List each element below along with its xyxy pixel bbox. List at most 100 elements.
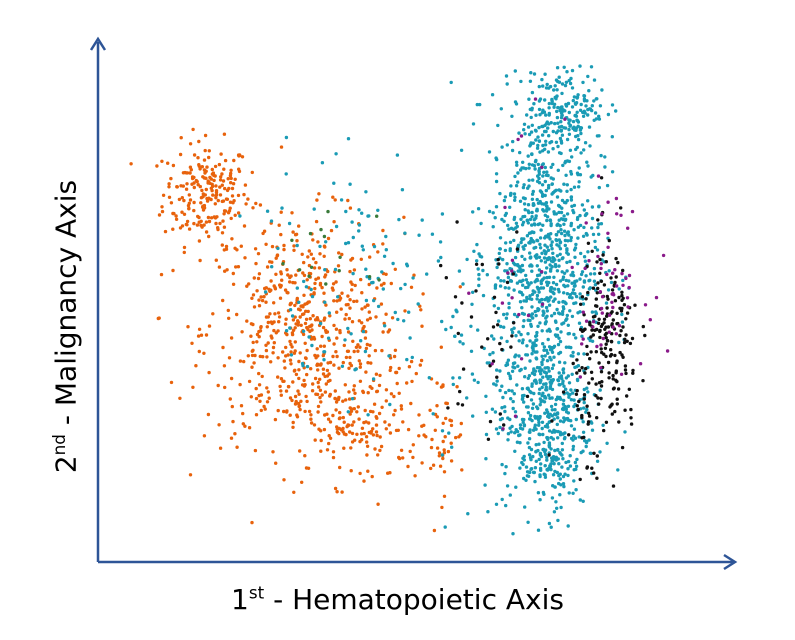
- data-point-teal: [511, 139, 515, 144]
- data-point-orange: [363, 336, 368, 340]
- data-point-teal: [365, 275, 369, 279]
- data-point-orange: [411, 443, 415, 447]
- data-point-black: [502, 423, 506, 427]
- data-point-teal: [495, 265, 499, 270]
- data-point-teal: [529, 281, 533, 285]
- data-point-teal: [562, 484, 566, 489]
- data-point-teal: [528, 251, 532, 255]
- data-point-teal: [545, 435, 549, 440]
- data-point-teal: [536, 308, 540, 313]
- data-point-teal: [405, 262, 409, 266]
- data-point-teal: [617, 287, 621, 291]
- data-point-teal: [504, 74, 509, 78]
- data-point-teal: [559, 228, 563, 232]
- data-point-teal: [597, 117, 602, 121]
- data-point-teal: [520, 254, 524, 259]
- data-point-magenta: [533, 97, 538, 101]
- data-point-orange: [246, 197, 250, 201]
- data-point-orange: [222, 212, 226, 216]
- data-point-teal: [538, 321, 542, 325]
- data-point-orange: [407, 365, 412, 369]
- data-point-teal: [550, 182, 554, 186]
- data-point-magenta: [607, 330, 611, 334]
- data-point-teal: [527, 374, 532, 378]
- data-point-teal: [547, 369, 551, 373]
- data-point-teal: [548, 219, 553, 223]
- data-point-teal: [503, 213, 507, 218]
- data-point-orange: [340, 490, 344, 494]
- data-point-teal: [534, 357, 539, 361]
- data-point-orange: [358, 362, 363, 366]
- data-point-orange: [230, 186, 235, 191]
- data-point-magenta: [625, 296, 630, 300]
- data-point-orange: [312, 423, 317, 427]
- data-point-teal: [496, 123, 500, 128]
- data-point-teal: [583, 141, 588, 145]
- data-point-teal: [512, 288, 516, 292]
- data-point-orange: [279, 210, 283, 214]
- data-point-teal: [471, 414, 475, 418]
- data-point-teal: [537, 391, 541, 396]
- data-point-teal: [557, 300, 561, 304]
- data-point-teal: [472, 249, 476, 253]
- data-point-black: [602, 428, 606, 433]
- data-point-black: [495, 375, 499, 379]
- data-point-teal: [536, 201, 541, 205]
- data-point-teal: [581, 234, 586, 238]
- data-point-teal: [561, 432, 565, 436]
- data-point-black: [597, 317, 601, 321]
- data-point-orange: [331, 354, 335, 359]
- data-point-teal: [512, 238, 516, 243]
- data-point-orange: [375, 433, 379, 438]
- data-point-orange: [188, 171, 192, 175]
- data-point-orange: [371, 410, 375, 414]
- data-point-teal: [571, 350, 575, 355]
- data-point-orange: [316, 240, 320, 244]
- data-point-teal: [556, 129, 560, 133]
- data-point-teal: [556, 436, 560, 440]
- data-point-teal: [513, 262, 517, 266]
- data-point-black: [595, 454, 599, 458]
- data-point-black: [439, 263, 443, 268]
- data-point-teal: [376, 208, 380, 212]
- data-point-teal: [521, 215, 525, 219]
- data-point-teal: [526, 376, 530, 380]
- data-point-teal: [610, 170, 615, 174]
- data-point-black: [615, 379, 619, 384]
- data-point-orange: [358, 379, 363, 383]
- data-point-orange: [317, 192, 321, 196]
- data-point-teal: [554, 140, 559, 144]
- data-point-orange: [441, 439, 445, 444]
- data-point-magenta: [517, 312, 521, 317]
- data-point-orange: [441, 421, 445, 425]
- data-point-teal: [498, 284, 503, 288]
- data-point-orange: [332, 363, 336, 367]
- data-point-orange: [207, 155, 211, 160]
- data-point-orange: [300, 312, 305, 317]
- data-point-teal: [550, 350, 555, 354]
- data-point-black: [596, 321, 601, 325]
- data-point-orange: [380, 405, 384, 409]
- data-point-black: [615, 311, 619, 315]
- data-point-orange: [350, 423, 354, 427]
- data-point-teal: [551, 437, 555, 441]
- data-point-orange: [297, 376, 301, 381]
- data-point-teal: [573, 284, 577, 288]
- data-point-teal: [541, 357, 545, 362]
- data-point-orange: [405, 381, 409, 385]
- data-point-magenta: [526, 313, 531, 318]
- data-point-teal: [510, 114, 514, 119]
- data-point-orange: [292, 248, 296, 252]
- data-point-teal: [350, 220, 354, 224]
- data-point-teal: [547, 101, 551, 106]
- data-point-orange: [293, 326, 297, 330]
- data-point-orange: [216, 198, 220, 203]
- data-point-orange: [225, 197, 230, 201]
- data-point-teal: [494, 427, 499, 431]
- data-point-teal: [567, 295, 572, 299]
- data-point-teal: [525, 113, 529, 117]
- data-point-teal: [564, 345, 569, 349]
- data-point-green: [308, 231, 313, 236]
- data-point-black: [579, 327, 583, 332]
- data-point-teal: [603, 155, 607, 159]
